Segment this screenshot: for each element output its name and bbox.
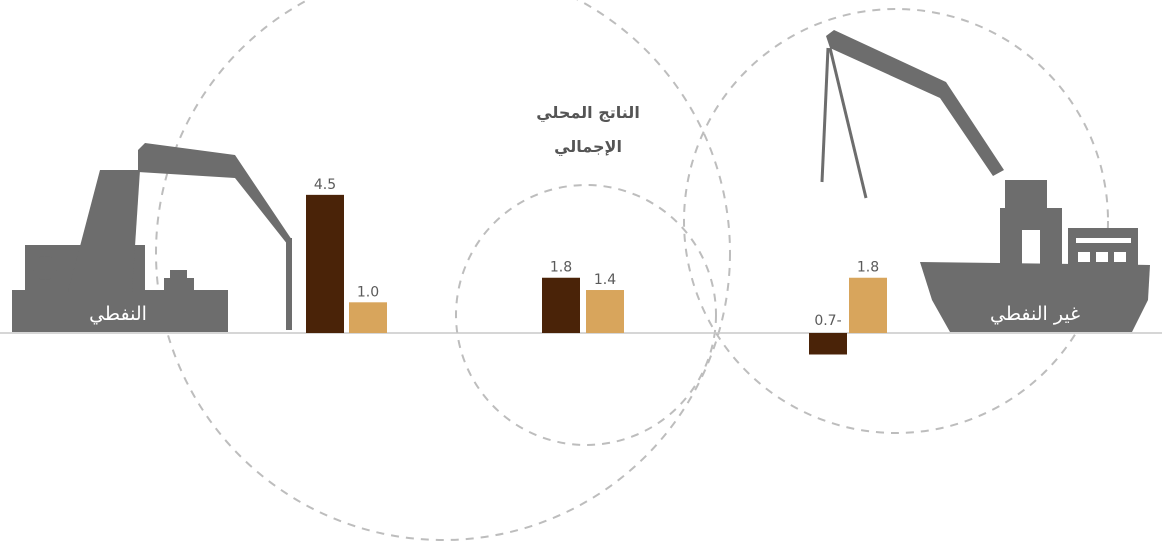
value-label-gdp-series-2: 1.4 xyxy=(594,272,616,288)
bar-non-oil-series-2 xyxy=(849,278,887,333)
value-label-oil-series-1: 4.5 xyxy=(314,177,336,193)
bar-gdp-series-1 xyxy=(542,278,580,333)
bar-gdp-series-2 xyxy=(586,290,624,333)
large-left-circle xyxy=(156,0,730,540)
gdp-title-line-1: الناتج المحلي xyxy=(536,103,640,123)
value-label-non-oil-series-1: 0.7- xyxy=(814,313,841,329)
value-label-oil-series-2: 1.0 xyxy=(357,284,379,300)
gdp-title-line-2: الإجمالي xyxy=(554,137,622,157)
value-label-non-oil-series-2: 1.8 xyxy=(857,260,879,276)
bar-non-oil-series-1 xyxy=(809,333,847,354)
bar-oil-series-2 xyxy=(349,302,387,333)
oil-pump-jack-icon xyxy=(12,143,292,332)
non-oil-sector-label: غير النفطي xyxy=(990,303,1080,325)
oil-sector-label: النفطي xyxy=(89,303,147,325)
value-label-gdp-series-1: 1.8 xyxy=(550,260,572,276)
bars-group: 4.5 1.8 0.7- 1.0 1.4 1.8 xyxy=(306,177,887,355)
bar-oil-series-1 xyxy=(306,195,344,333)
